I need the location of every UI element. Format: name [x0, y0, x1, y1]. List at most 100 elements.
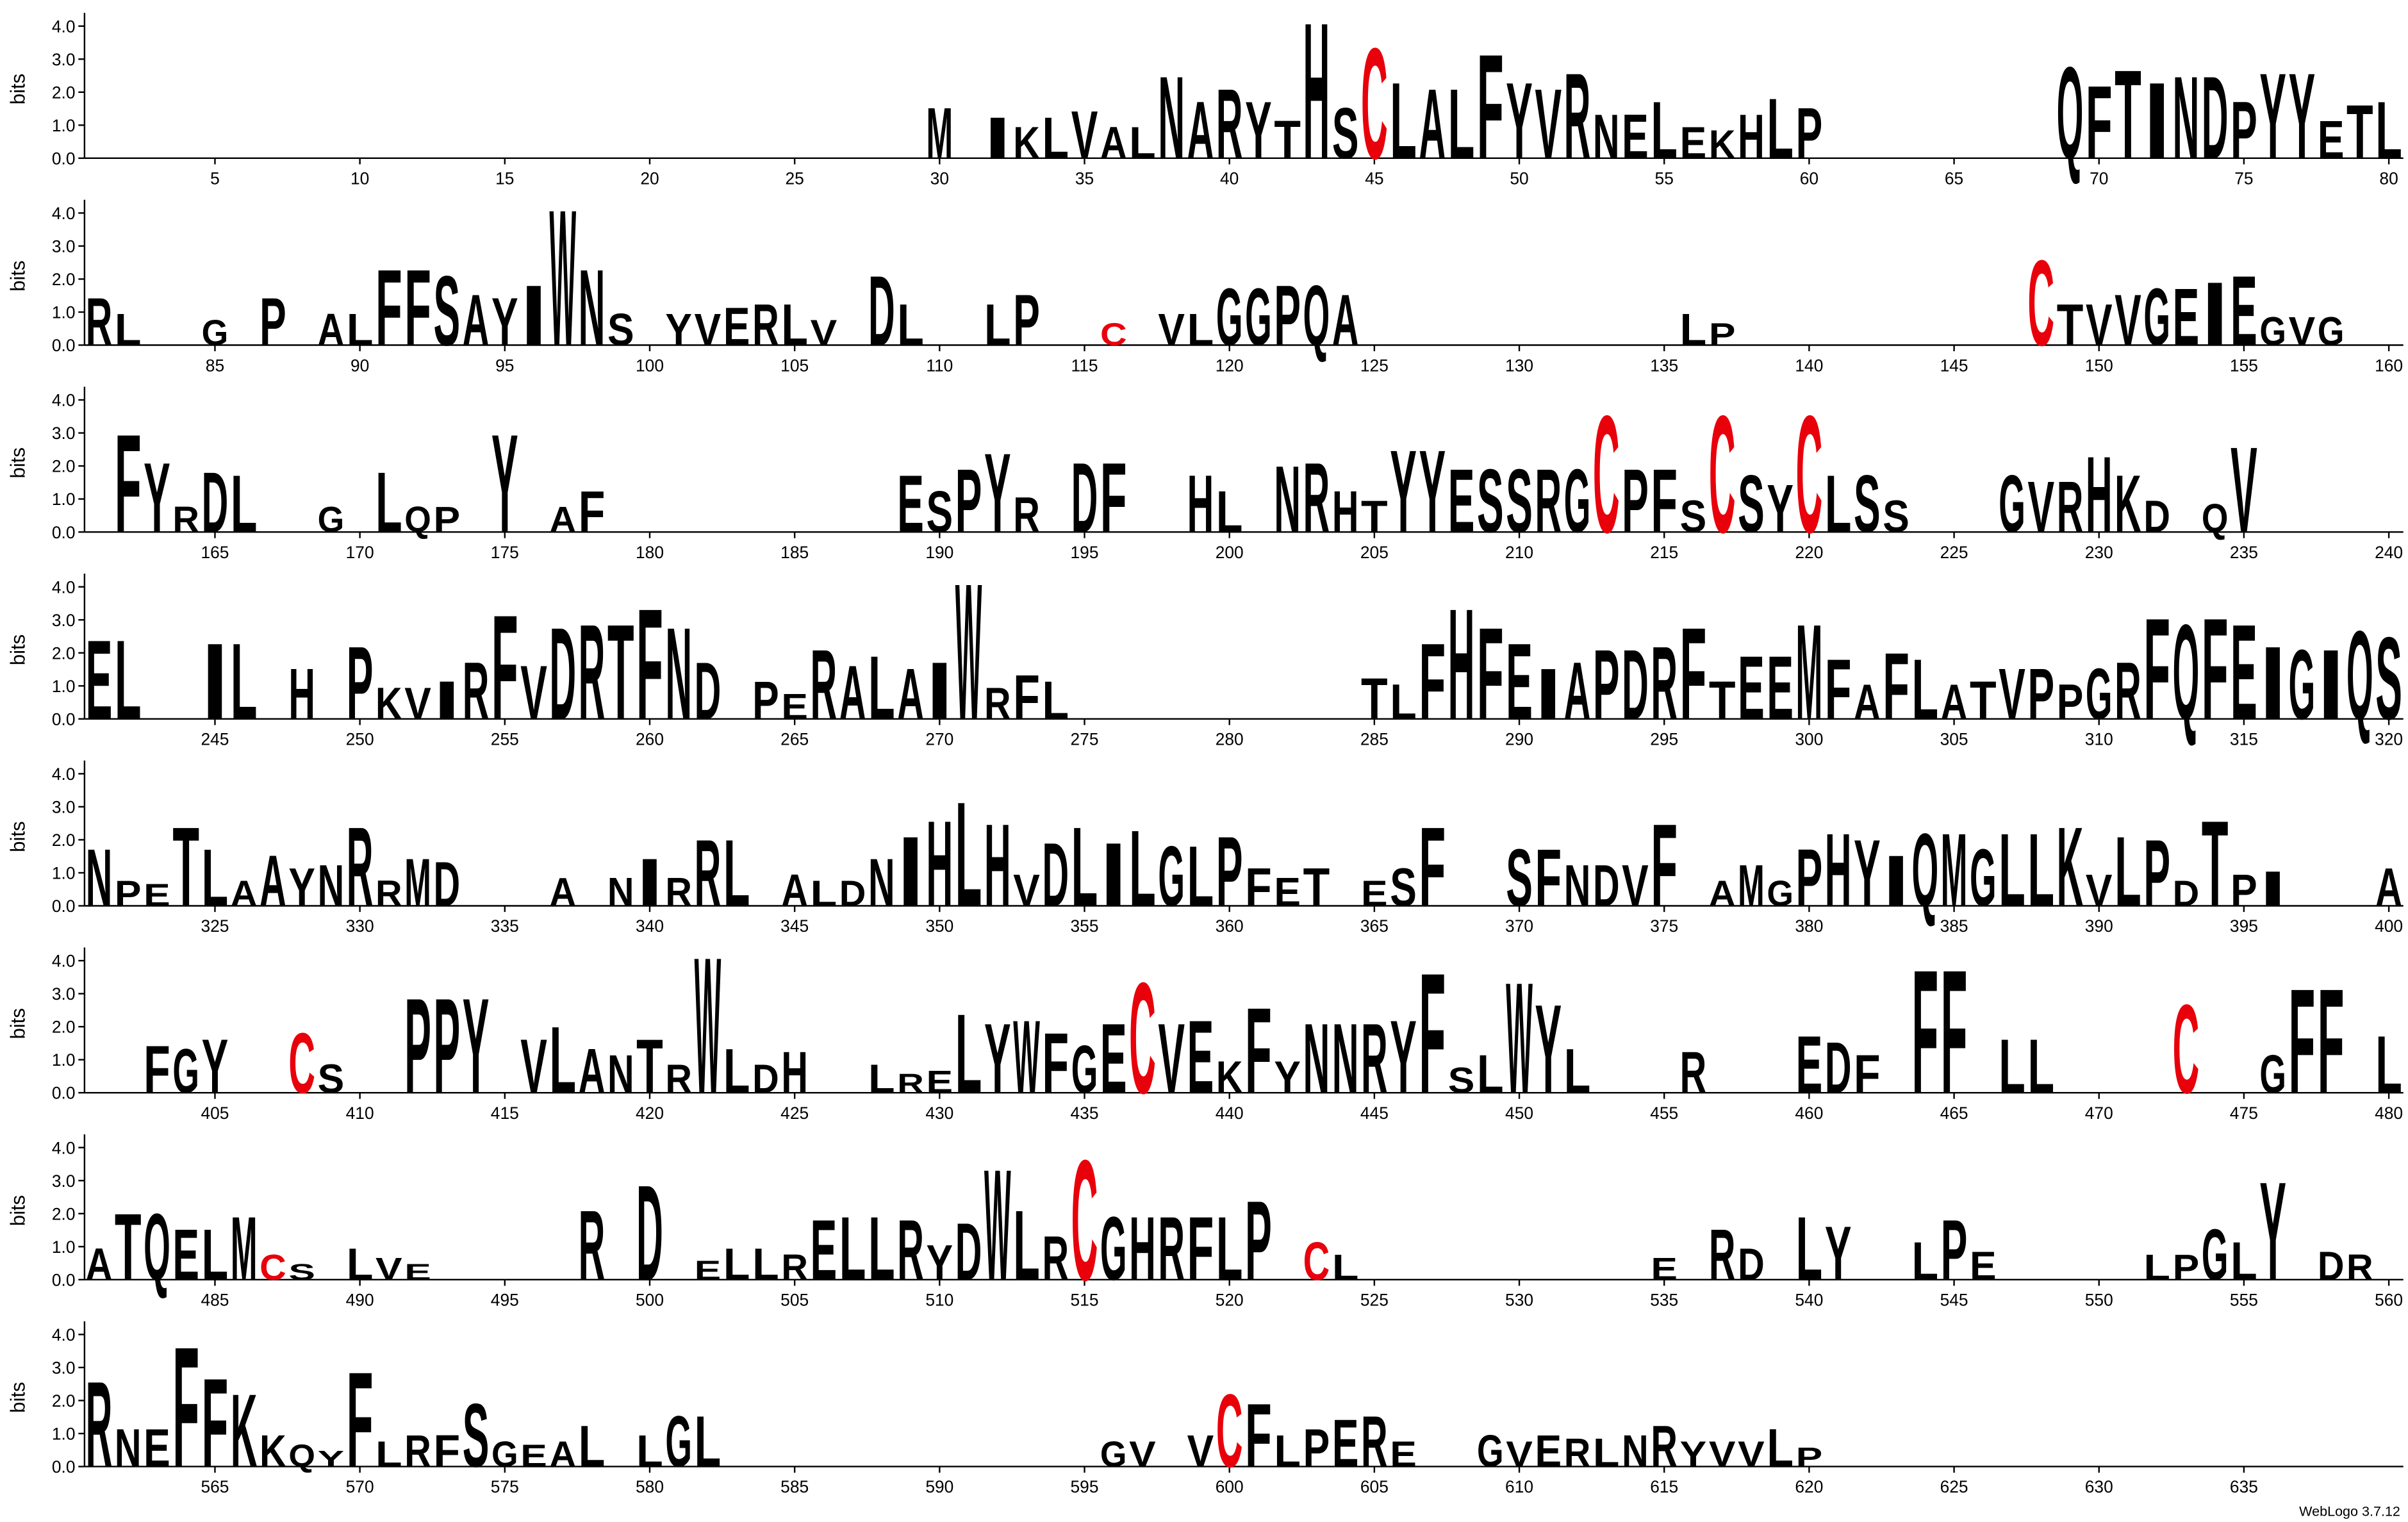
x-tick-label: 70	[2090, 169, 2108, 188]
logo-letter: P	[1622, 451, 1649, 552]
x-tick-label: 590	[925, 1477, 953, 1496]
logo-letter: R	[811, 629, 837, 741]
x-tick-label: 235	[2230, 543, 2258, 562]
logo-letter: D	[636, 1157, 663, 1309]
logo-letter: P	[955, 451, 982, 552]
logo-letter: Q	[1303, 269, 1330, 364]
logo-letter: I	[984, 106, 1011, 172]
logo-letter: L	[375, 455, 402, 550]
x-tick-label: 135	[1650, 356, 1678, 375]
logo-letter: H	[1738, 102, 1765, 172]
logo-letter: C	[1593, 381, 1620, 568]
logo-letter: R	[1361, 1002, 1388, 1114]
logo-letter: L	[375, 1435, 402, 1475]
logo-letter: N	[1593, 102, 1620, 172]
logo-letter: I	[1883, 841, 1909, 922]
logo-letter: P	[2027, 654, 2054, 735]
logo-letter: F	[1245, 1386, 1272, 1487]
x-tick-label: 610	[1505, 1477, 1533, 1496]
logo-letter: H	[2086, 433, 2113, 555]
logo-letter: E	[2231, 254, 2257, 367]
logo-letter: V	[520, 650, 547, 736]
logo-letter: M	[1738, 853, 1765, 919]
logo-letter: N	[318, 853, 345, 919]
logo-letter: P	[434, 970, 461, 1121]
y-tick-label: 0.0	[52, 1084, 76, 1103]
x-tick-label: 230	[2085, 543, 2113, 562]
logo-letter: Y	[1274, 1052, 1301, 1103]
logo-letter: Y	[491, 405, 518, 562]
logo-letter: H	[984, 800, 1011, 931]
logo-letter: F	[202, 1352, 229, 1493]
logo-letter: V	[1071, 98, 1098, 173]
logo-letter: N	[1303, 1002, 1330, 1114]
logo-letter: R	[1651, 1414, 1678, 1480]
logo-panel: bits 0.0 1.0 2.0 3.0 4.0 565 570 575 580 585 590 595…	[6, 1312, 2404, 1503]
x-tick-label: 340	[636, 916, 664, 936]
logo-letter: T	[172, 804, 199, 931]
logo-letter: E	[1738, 638, 1765, 739]
logo-letter: R	[172, 500, 199, 540]
logo-letter: Y	[1535, 979, 1562, 1120]
logo-letter: E	[144, 878, 170, 913]
x-tick-label: 435	[1071, 1104, 1099, 1123]
logo-letter: E	[927, 1065, 953, 1100]
logo-letter: F	[115, 405, 142, 562]
x-tick-label: 285	[1360, 730, 1389, 749]
logo-letter: R	[665, 1057, 692, 1102]
logo-letter: G	[1970, 833, 1997, 924]
y-tick-label: 3.0	[52, 1171, 76, 1191]
logo-letter: F	[2289, 959, 2316, 1125]
logo-letter: L	[2143, 1248, 2170, 1287]
x-tick-label: 465	[1940, 1104, 1968, 1123]
logo-letter: L	[1042, 106, 1069, 172]
logo-letter: G	[1767, 874, 1794, 914]
logo-letter: R	[665, 870, 692, 915]
y-tick-label: 2.0	[52, 270, 76, 289]
x-tick-label: 270	[925, 730, 953, 749]
logo-letter: A	[1941, 675, 1968, 730]
logo-letter: C	[1129, 950, 1156, 1127]
logo-letter: A	[1709, 874, 1736, 914]
x-tick-label: 265	[780, 730, 809, 749]
logo-letter: L	[1651, 85, 1678, 176]
logo-panel: bits 0.0 1.0 2.0 3.0 4.0 165 170 175 180 185 190 195…	[6, 381, 2404, 568]
logo-letter: F	[1854, 1045, 1881, 1105]
logo-letter: G	[202, 313, 229, 353]
logo-letter: L	[1680, 305, 1707, 356]
logo-letter: L	[1477, 1045, 1504, 1105]
footer: WebLogo 3.7.12	[2299, 1503, 2400, 1519]
logo-letter: I	[2318, 629, 2345, 741]
logo-letter: F	[1680, 600, 1707, 747]
logo-letter: L	[723, 821, 750, 927]
logo-letter: S	[607, 305, 634, 356]
logo-letter: L	[1332, 1248, 1359, 1287]
logo-letter: D	[839, 874, 866, 914]
logo-letter: S	[1448, 1061, 1475, 1101]
y-tick-label: 0.0	[52, 523, 76, 542]
x-tick-label: 480	[2375, 1104, 2403, 1123]
logo-letter: C	[1361, 15, 1388, 192]
x-tick-label: 455	[1650, 1104, 1678, 1123]
x-tick-label: 310	[2085, 730, 2113, 749]
x-tick-label: 495	[491, 1291, 519, 1310]
logo-letter: P	[115, 874, 142, 914]
logo-letter: R	[86, 1356, 113, 1493]
logo-panel: bits 0.0 1.0 2.0 3.0 4.0 5 10 15 20 25 30 35 40 45 50 55…	[6, 0, 2404, 200]
y-tick-label: 3.0	[52, 1358, 76, 1377]
x-tick-label: 500	[636, 1291, 664, 1310]
logo-letter: C	[2027, 235, 2054, 371]
x-tick-label: 540	[1795, 1291, 1823, 1310]
logo-letter: Q	[2346, 605, 2373, 746]
logo-letter: L	[549, 1008, 576, 1114]
logo-letter: Y	[927, 1236, 953, 1291]
x-tick-label: 215	[1650, 543, 1678, 562]
logo-letter: G	[1477, 1427, 1504, 1477]
logo-letter: P	[1709, 317, 1736, 352]
logo-letter: S	[1506, 451, 1533, 552]
x-tick-label: 105	[780, 356, 809, 375]
logo-letter: Y	[144, 442, 170, 554]
logo-letter: A	[318, 305, 345, 356]
logo-letter: A	[463, 281, 490, 361]
logo-letter: L	[1187, 829, 1214, 925]
